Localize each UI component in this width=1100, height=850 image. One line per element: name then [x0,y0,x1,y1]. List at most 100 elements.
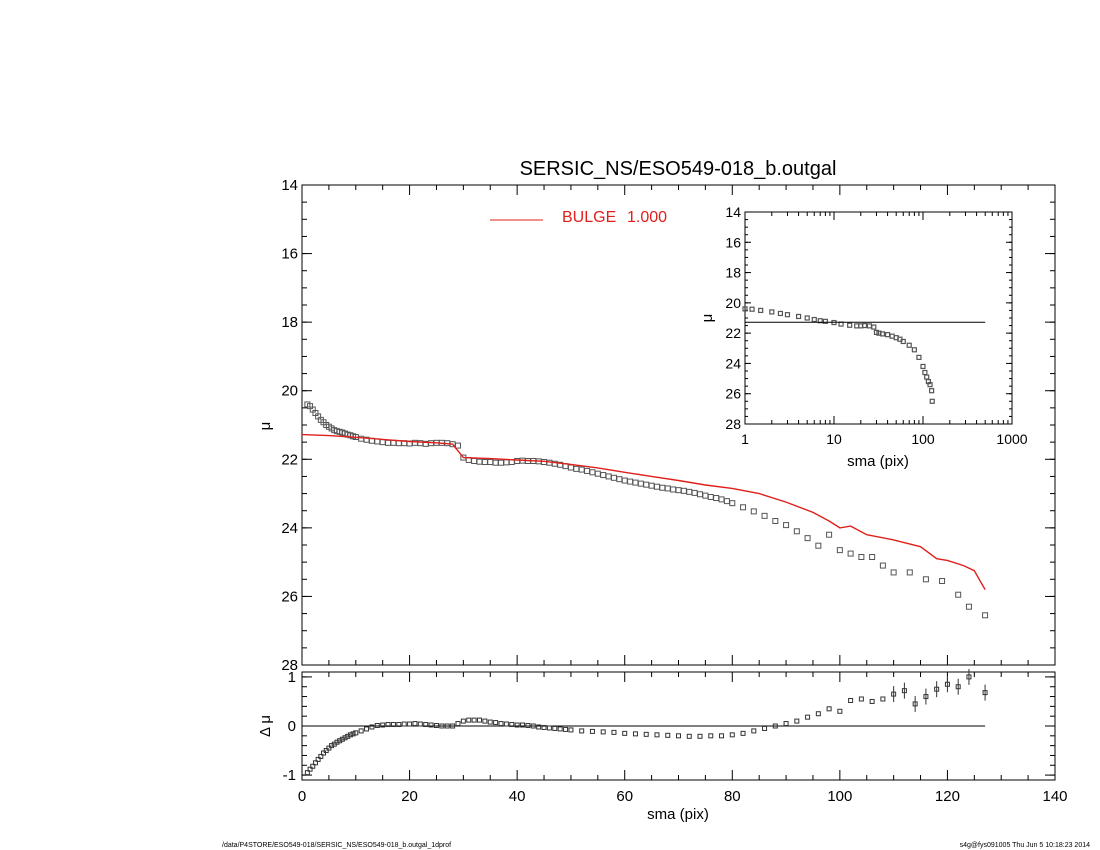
inset-plot-panel: 14 16 18 20 22 24 26 281 10 100 1000 [725,204,1027,447]
residual-data-point [364,726,370,732]
data-point [584,467,591,474]
residual-data-point [374,723,380,729]
residual-data-point [412,721,418,727]
data-point [939,578,946,584]
inset-data-point [804,315,810,321]
residual-data-point [643,731,649,737]
residual-data-point [826,706,832,712]
data-point [826,531,833,538]
residual-data-point [487,719,493,725]
residual-data-point [530,723,536,729]
residual-data-point [923,694,929,700]
residual-data-point [334,739,340,745]
residual-data-point [407,721,413,727]
inset-data-point [871,324,877,330]
residual-data-point [304,770,310,776]
residual-data-point [858,696,864,702]
residual-data-point [498,721,504,727]
inset-xtick-label: 10 [826,431,842,447]
residual-data-point [783,721,789,727]
inset-data-point [929,388,935,394]
inset-data-point [927,382,933,388]
residual-data-point [589,728,595,734]
inset-ytick-label: 24 [725,355,741,371]
residual-data-point [934,686,940,692]
residual-data-point [520,722,526,728]
residual-data-point [423,722,429,728]
residual-xtick-label: 60 [616,788,633,805]
residual-data-point [719,733,725,739]
residual-xtick-label: 0 [298,788,306,805]
residual-data-point [955,684,961,690]
residual-data-point [353,730,359,736]
residual-data-point [541,724,547,730]
data-point [616,476,623,483]
residual-data-point [944,681,950,687]
residual-data-point [455,721,461,727]
data-point [675,487,682,494]
inset-data-point [920,363,926,370]
residual-xtick-label: 140 [1042,788,1067,805]
inset-data-point [861,322,868,329]
inset-data-point [769,309,775,315]
residual-data-point [794,718,800,724]
residual-xtick-label: 20 [401,788,418,805]
inset-data-point [749,306,755,312]
data-point [610,474,617,481]
main-ytick-label: 24 [281,520,298,537]
main-y-axis-label: μ [257,422,274,431]
data-point [869,554,876,560]
footer-path: /data/P4STORE/ESO549-018/SERSIC_NS/ESO54… [222,842,451,849]
residual-data-point [579,728,585,734]
residual-ytick-label: -1 [283,767,296,784]
data-point [697,491,704,498]
inset-background [745,212,1012,424]
data-point [713,495,720,502]
residual-data-point [665,732,671,738]
main-ytick-label: 14 [281,177,298,194]
residual-data-point [805,714,811,720]
residual-data-point [369,724,375,730]
data-point [906,569,913,576]
residual-data-point [982,690,988,696]
residual-data-point [433,723,439,729]
inset-data-point [811,316,817,323]
data-point [793,528,800,535]
inset-xtick-label: 100 [911,431,935,447]
residual-data-point [546,725,552,731]
inset-data-point [906,342,912,348]
chart-title: SERSIC_NS/ESO549-018_b.outgal [520,158,837,180]
data-point [454,442,461,449]
residual-data-point [740,730,746,736]
inset-data-point [929,398,935,404]
data-point [729,500,736,507]
residual-data-point [439,723,445,729]
residual-data-point [751,728,757,734]
data-point [476,458,483,465]
inset-data-point [795,313,802,320]
residual-data-point [837,708,843,714]
residual-data-point [312,760,318,766]
residual-x-axis-label: sma (pix) [647,806,709,823]
data-point [670,486,677,493]
residual-data-point [493,720,499,726]
inset-data-point [911,347,917,353]
inset-data-point [900,338,906,345]
data-point [955,591,962,598]
residual-data-point [611,729,617,735]
inset-y-axis-label: μ [699,314,716,323]
data-point [804,535,811,542]
main-ytick-label: 28 [281,657,298,674]
data-point [707,494,714,500]
residual-data-point [708,733,714,739]
inset-ytick-label: 22 [725,325,741,341]
data-point [702,492,709,499]
data-point [783,522,790,529]
residual-data-point [966,674,972,680]
data-point [589,469,596,476]
residual-data-point [697,733,703,739]
residual-data-point [552,725,558,731]
inset-data-point [822,318,828,324]
